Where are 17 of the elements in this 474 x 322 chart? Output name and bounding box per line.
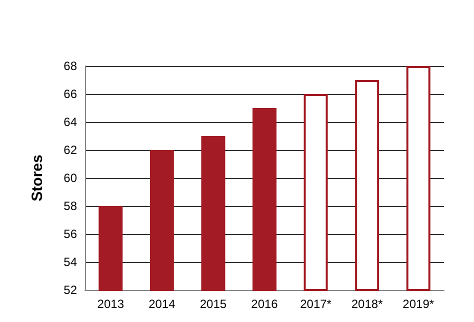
y-tick-label: 52 — [64, 283, 78, 297]
y-tick-label: 68 — [64, 59, 78, 73]
y-tick-label: 54 — [64, 255, 78, 269]
y-tick-label: 58 — [64, 199, 78, 213]
y-tick-label: 56 — [64, 227, 78, 241]
y-tick-label: 66 — [64, 87, 78, 101]
y-tick-label: 62 — [64, 143, 78, 157]
x-tick-label: 2019* — [402, 297, 434, 311]
y-tick-label: 60 — [64, 171, 78, 185]
x-tick-label: 2017* — [300, 297, 332, 311]
y-axis-title: Stores — [29, 154, 46, 202]
y-tick-label: 64 — [64, 115, 78, 129]
x-tick-label: 2015 — [200, 297, 227, 311]
x-tick-label: 2018* — [351, 297, 384, 311]
x-tick-label: 2016 — [251, 297, 278, 311]
x-tick-label: 2014 — [148, 297, 176, 311]
x-tick-label: 2013 — [97, 297, 124, 311]
